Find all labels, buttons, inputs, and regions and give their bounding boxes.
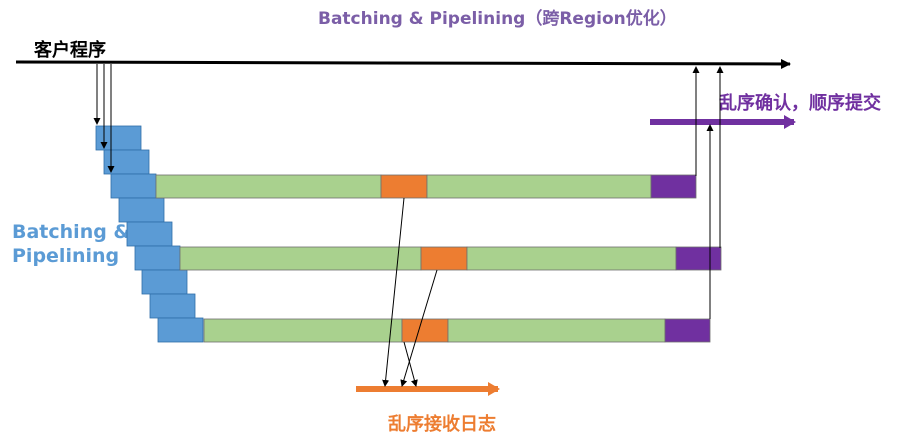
log-write-arrow (382, 197, 405, 387)
commit-segment (650, 174, 697, 199)
pipeline-segment (426, 174, 652, 199)
batch-block (149, 293, 196, 319)
batching-label-line2: Pipelining (12, 245, 119, 267)
batch-block (134, 245, 181, 271)
batch-block (141, 269, 188, 295)
pipeline-row-2 (179, 246, 722, 271)
commit-segment (675, 246, 722, 271)
log-write-arrow (400, 269, 438, 387)
pipeline-segment (203, 318, 403, 343)
pipeline-segment (447, 318, 666, 343)
log-segment (420, 246, 468, 271)
batch-block (126, 221, 173, 247)
batch-block (110, 173, 157, 199)
pipeline-segment (179, 246, 422, 271)
batching-label-line1: Batching & (12, 221, 130, 243)
pipeline-row-3 (203, 318, 711, 343)
batch-block (118, 197, 165, 223)
pipeline-row-1 (155, 174, 697, 199)
pipeline-segment (466, 246, 677, 271)
batch-block (95, 125, 142, 151)
diagram-title: Batching & Pipelining（跨Region优化） (318, 8, 677, 29)
log-segment (401, 318, 449, 343)
client-label: 客户程序 (34, 39, 106, 61)
log-segment (380, 174, 428, 199)
batch-block (157, 317, 204, 343)
commit-segment (664, 318, 711, 343)
log-write-arrow (403, 341, 418, 387)
client-timeline-arrow (15, 58, 791, 69)
log-label: 乱序接收日志 (388, 413, 496, 435)
pipeline-segment (155, 174, 382, 199)
commit-label: 乱序确认，顺序提交 (719, 92, 881, 114)
